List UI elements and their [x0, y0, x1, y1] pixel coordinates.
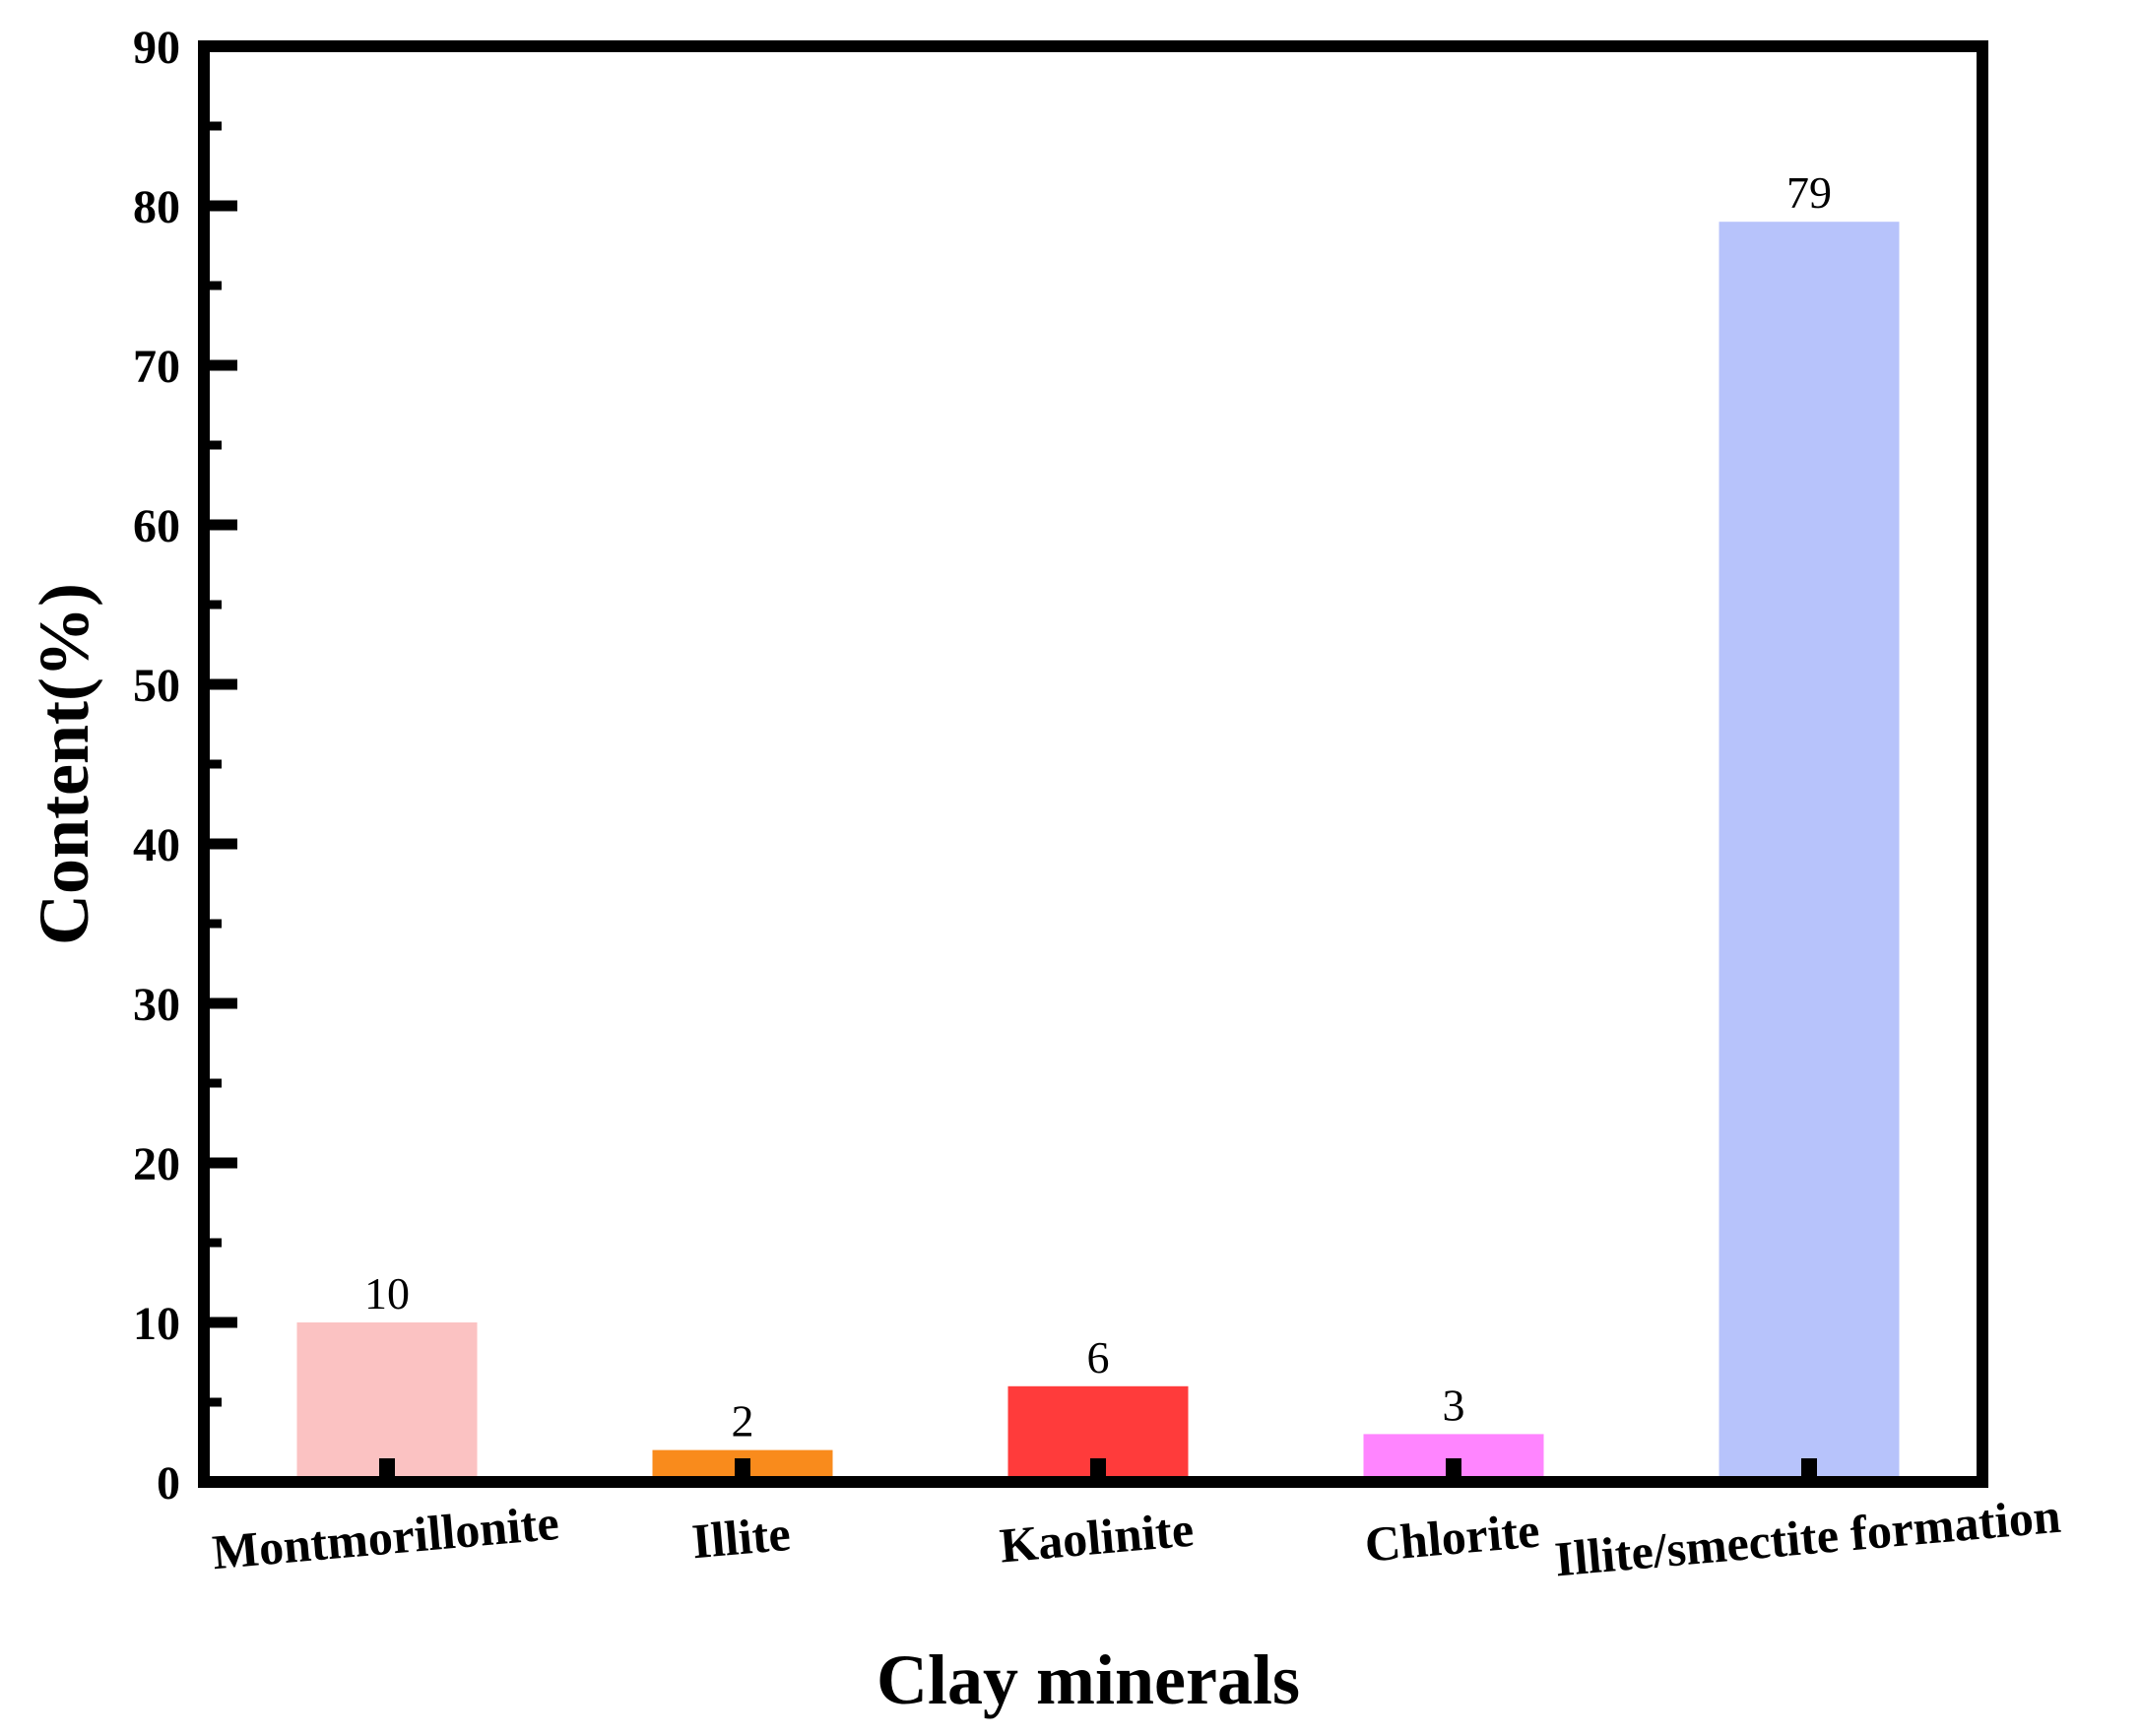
bar	[296, 1322, 478, 1482]
y-tick-label: 40	[133, 819, 180, 871]
y-tick-label: 80	[133, 181, 180, 233]
y-tick-label: 90	[133, 22, 180, 74]
y-tick-label: 60	[133, 500, 180, 552]
data-label: 6	[1087, 1332, 1110, 1382]
bar	[1719, 222, 1900, 1483]
y-tick-label: 30	[133, 979, 180, 1031]
y-tick-label: 20	[133, 1138, 180, 1190]
data-label: 10	[364, 1268, 410, 1318]
x-axis-title: Clay minerals	[876, 1640, 1300, 1719]
y-axis-title: Content(%)	[25, 583, 103, 945]
y-tick-label: 10	[133, 1298, 180, 1350]
data-label: 2	[732, 1396, 754, 1447]
y-tick-label: 0	[157, 1457, 180, 1510]
y-tick-label: 50	[133, 660, 180, 712]
data-label: 79	[1786, 167, 1832, 218]
x-category-label: Illite	[689, 1506, 792, 1570]
plot-frame	[198, 40, 1988, 1488]
data-label: 3	[1443, 1380, 1465, 1430]
y-tick-label: 70	[133, 341, 180, 393]
